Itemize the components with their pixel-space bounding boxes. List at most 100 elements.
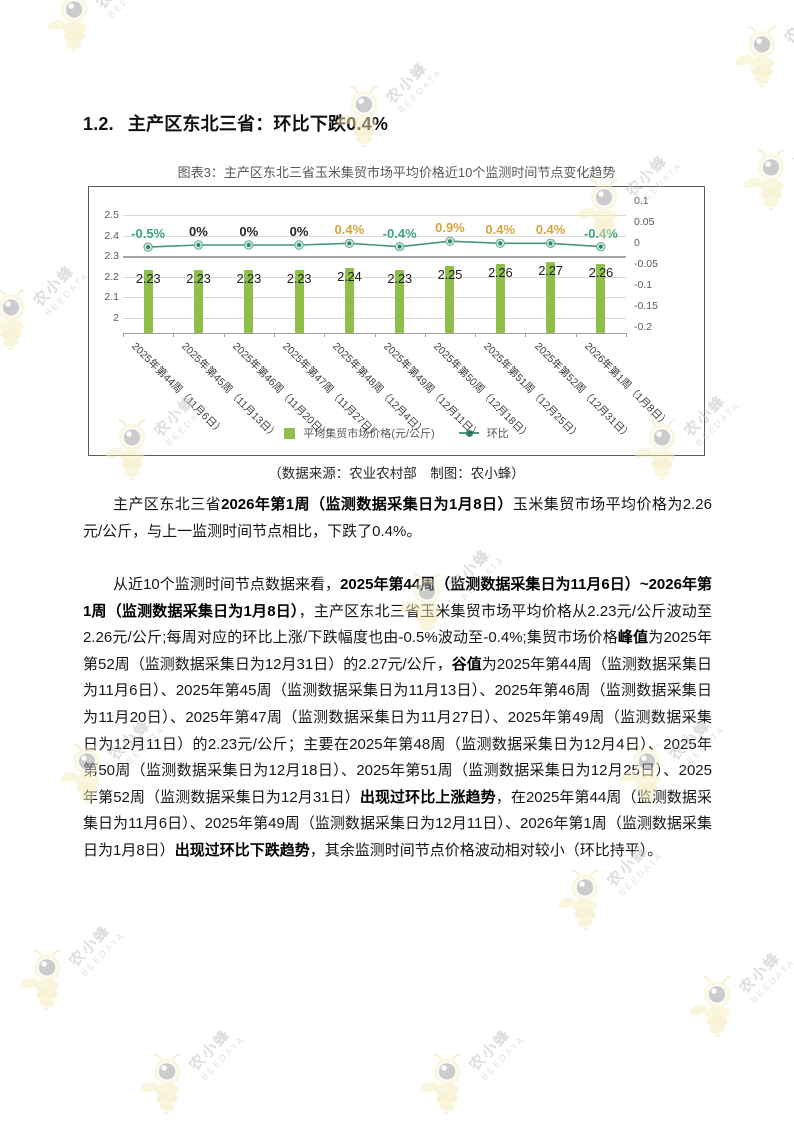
right-axis-tick: -0.1 (634, 279, 653, 291)
bee-logo-icon (47, 0, 88, 52)
bee-watermark: 农小蜂 BEEDATA (733, 0, 794, 135)
axis-tick (273, 333, 275, 337)
figure-title: 图表3：主产区东北三省玉米集贸市场平均价格近10个监测时间节点变化趋势 (177, 165, 616, 180)
x-axis-label: 2026年第1周（1月8日） (581, 340, 672, 430)
bee-logo-icon (558, 869, 599, 930)
ratio-value-label: 0% (189, 224, 208, 239)
gridline (123, 297, 626, 298)
text-segment: 为2025年第52周（监测数据采集日为12月31日）的2.27元/公斤， (83, 629, 712, 673)
axis-tick (575, 333, 577, 337)
price-bar (244, 270, 254, 333)
ratio-point (244, 240, 254, 250)
bee-logo-icon (140, 1053, 181, 1114)
bee-watermark: 农小蜂 BEEDATA (138, 1026, 288, 1123)
price-bar (143, 270, 153, 333)
bee-watermark: 农小蜂 BEEDATA (556, 842, 706, 978)
bee-logo-icon (735, 26, 776, 87)
ratio-point (193, 240, 204, 250)
bee-watermark: 农小蜂 BEEDATA (418, 1026, 568, 1123)
line-legend-marker (458, 429, 479, 437)
ratio-value-label: 0% (289, 224, 309, 239)
bee-watermark: 农小蜂 BEEDATA (742, 122, 794, 258)
price-bar (294, 270, 304, 333)
watermark-text: 农小蜂 BEEDATA (30, 262, 92, 318)
gridline (123, 256, 626, 258)
bar-value-label: 2.25 (437, 267, 463, 283)
axis-tick (374, 333, 376, 337)
bar-value-label: 2.24 (337, 269, 362, 285)
ratio-line (143, 236, 606, 252)
price-bar (546, 262, 556, 333)
ratio-point (294, 240, 304, 250)
price-bar (395, 270, 405, 333)
left-axis-tick: 2.2 (104, 271, 119, 283)
watermark-text: 农小蜂 BEEDATA (736, 949, 794, 1005)
price-bar (445, 266, 455, 333)
price-trend-chart: 平均集贸市场价格(元/公斤) 环比 2.5 2.4 2.3 2.2 2.1 2 0.1 0.0… (88, 186, 705, 456)
right-axis-tick: -0.15 (634, 300, 658, 312)
bar-value-label: 2.23 (186, 271, 211, 287)
ratio-point (596, 241, 606, 252)
x-axis-label: 2025年第48周（12月4日） (330, 340, 429, 439)
right-axis-tick: -0.05 (634, 258, 658, 270)
left-axis-tick: 2.3 (104, 250, 119, 262)
axis-tick (626, 333, 627, 337)
price-bar (193, 270, 203, 333)
gridline (123, 318, 626, 319)
bold-text-segment: 2026年第1周（监测数据采集日为1月8日） (221, 496, 513, 513)
watermark-text: 农小蜂 BEEDATA (790, 122, 794, 171)
left-axis-tick: 2 (113, 312, 119, 324)
ratio-point (545, 238, 556, 249)
gridline (123, 236, 626, 237)
bold-text-segment: 谷值 (451, 655, 482, 673)
text-segment: ，在2025年第44周（监测数据采集日为11月6日）、2025年第49周（监测数… (83, 788, 712, 859)
left-axis-tick: 2.5 (104, 209, 119, 221)
axis-tick (173, 333, 175, 337)
ratio-point (344, 238, 355, 249)
axis-tick (223, 333, 225, 337)
right-axis-tick: 0.05 (634, 216, 655, 228)
figure-caption: （数据来源：农业农村部 制图：农小蜂） (268, 466, 525, 481)
bar-value-label: 2.23 (236, 271, 261, 287)
bar-value-label: 2.27 (538, 263, 563, 279)
section-number: 1.2. (83, 114, 114, 134)
text-segment: ，其余监测时间节点价格波动相对较小（环比持平）。 (309, 841, 663, 859)
bar-legend-label: 平均集贸市场价格(元/公斤) (303, 428, 435, 440)
body-paragraph-2: 从近10个监测时间节点数据来看，2025年第44周（监测数据采集日为11月6日）… (83, 572, 712, 865)
axis-tick (424, 333, 426, 337)
bar-value-label: 2.23 (286, 271, 312, 287)
text-segment: 从近10个监测时间节点数据来看， (113, 576, 341, 593)
bold-text-segment: 出现过环比上涨趋势 (359, 788, 496, 806)
bar-legend-swatch (284, 427, 296, 439)
ratio-value-label: 0.4% (334, 222, 365, 238)
x-axis-label: 2025年第44周（11月6日） (129, 340, 227, 438)
text-segment: 为2025年第44周（监测数据采集日为11月6日）、2025年第45周（监测数据… (83, 655, 712, 806)
chart-legend: 平均集贸市场价格(元/公斤) 环比 (89, 425, 704, 441)
watermark-text: 农小蜂 BEEDATA (186, 1026, 248, 1082)
ratio-value-label: 0.4% (485, 222, 516, 238)
ratio-value-label: -0.4% (382, 225, 417, 241)
price-bar (344, 268, 354, 333)
watermark-text: 农小蜂 BEEDATA (383, 59, 445, 115)
bee-logo-icon (744, 149, 785, 210)
bar-value-label: 2.23 (387, 271, 412, 287)
ratio-value-label: -0.4% (583, 225, 618, 241)
ratio-value-label: 0% (239, 224, 259, 239)
price-bar (596, 264, 606, 333)
watermark-text: 农小蜂 BEEDATA (466, 1026, 528, 1082)
ratio-point (394, 241, 405, 252)
text-segment: 主产区东北三省 (113, 496, 222, 513)
left-axis-tick: 2.4 (104, 230, 119, 242)
bee-logo-icon (20, 949, 61, 1010)
section-heading: 1.2. 主产区东北三省：环比下跌0.4% (83, 110, 723, 136)
bee-watermark: 农小蜂 BEEDATA (18, 922, 168, 1058)
ratio-point (495, 238, 505, 249)
watermark-text: 农小蜂 BEEDATA (91, 0, 154, 20)
axis-tick (324, 333, 326, 337)
bee-logo-icon (420, 1053, 461, 1114)
section-title: 主产区东北三省：环比下跌0.4% (127, 114, 389, 134)
right-axis-tick: 0.1 (634, 195, 649, 207)
ratio-value-label: 0.9% (435, 220, 465, 236)
axis-tick (123, 333, 124, 337)
